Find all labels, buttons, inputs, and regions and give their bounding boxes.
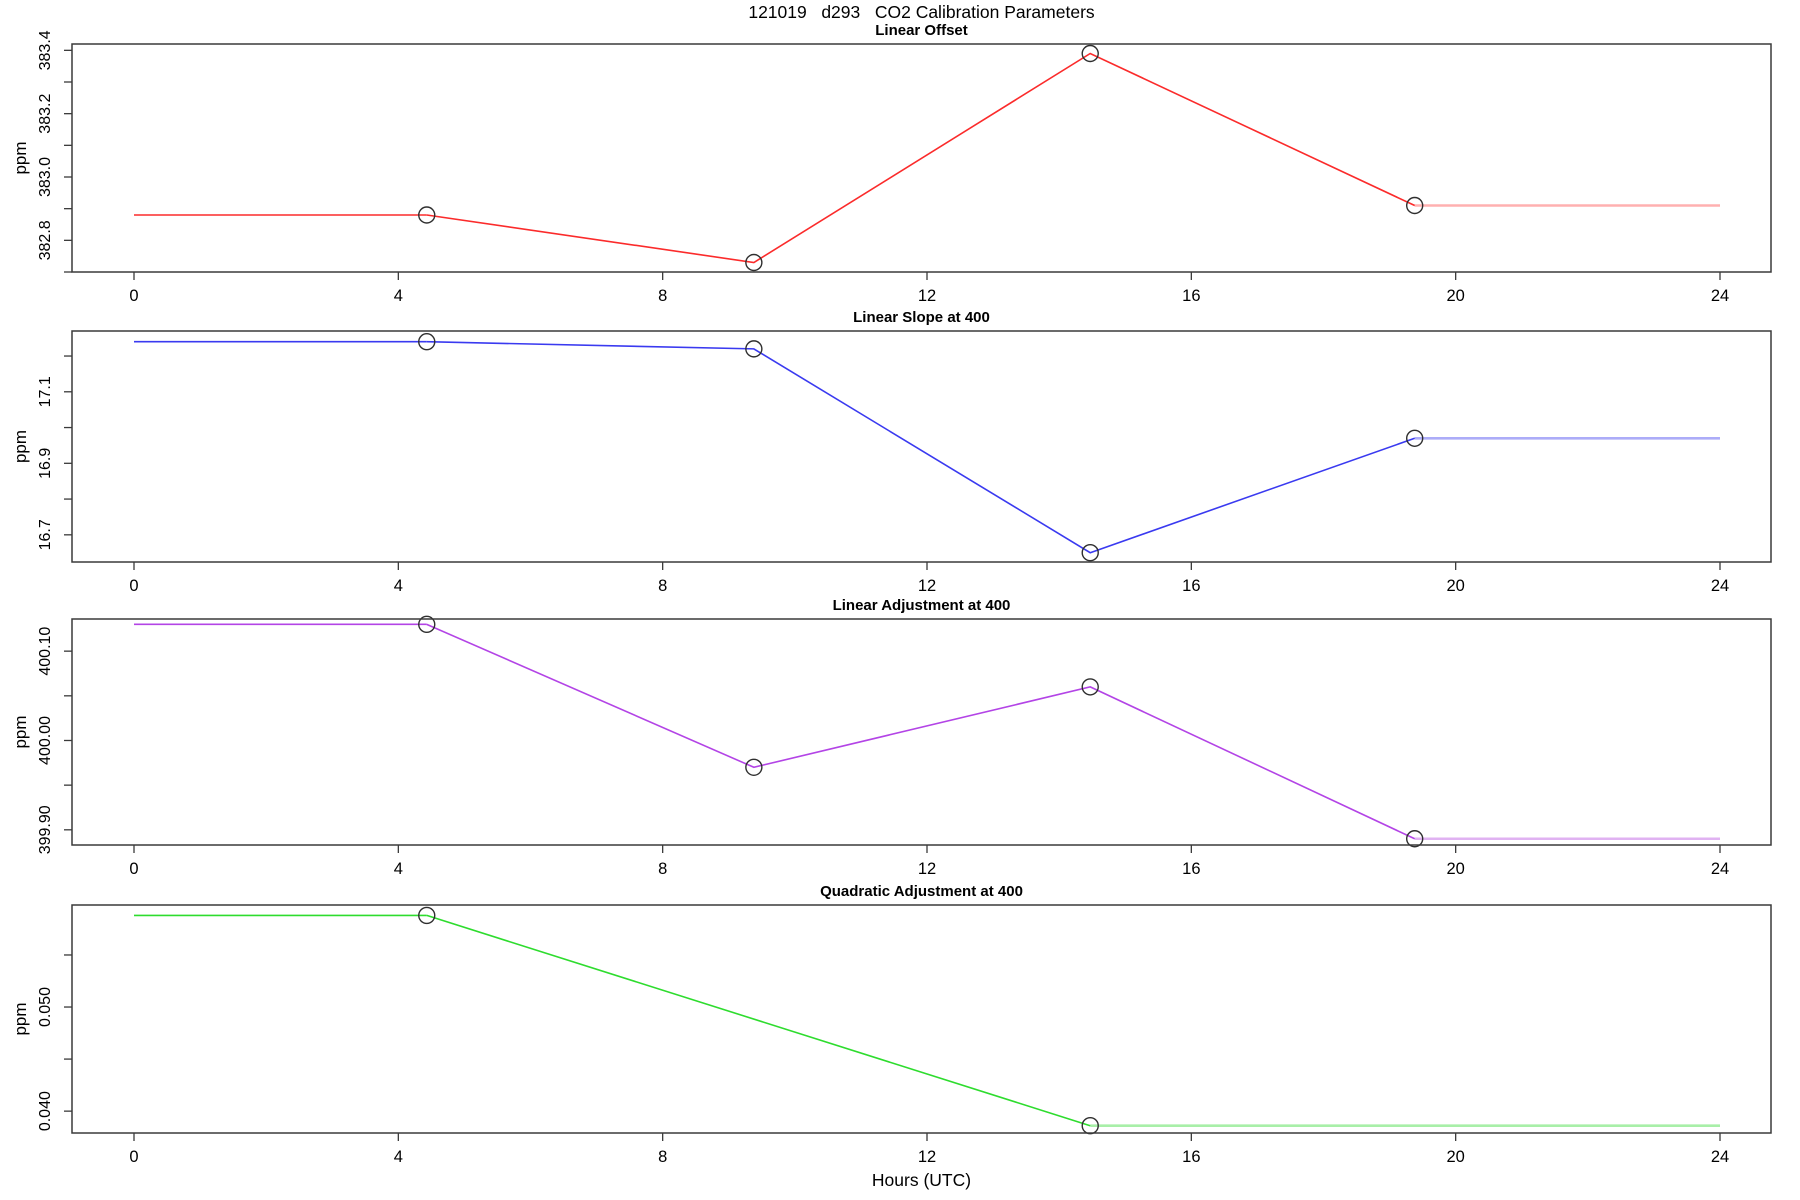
x-tick-label: 20 — [1446, 577, 1464, 595]
chart-panel-1: Linear Offset 383.4 383.2 383.0 382.8 ppm 0 4 8 1… — [11, 22, 1772, 305]
y-tick-label: 382.8 — [37, 220, 54, 260]
x-tick-label: 4 — [394, 860, 403, 878]
panel-title: Quadratic Adjustment at 400 — [820, 883, 1023, 900]
series-line — [426, 623, 1416, 840]
x-tick-label: 24 — [1711, 287, 1729, 305]
data-point-marker — [418, 206, 436, 224]
x-tick-label: 0 — [129, 577, 138, 595]
data-point-marker — [745, 758, 763, 776]
y-tick-label: 383.4 — [37, 30, 54, 70]
series-line — [426, 52, 1416, 264]
panel-box — [71, 904, 1772, 1134]
x-tick-label: 12 — [918, 1148, 936, 1166]
data-point-marker — [1405, 196, 1424, 215]
series-line — [426, 340, 1415, 554]
x-tick-label: 24 — [1711, 577, 1729, 595]
x-tick-label: 4 — [394, 577, 403, 595]
y-tick-label: 0.050 — [37, 987, 54, 1027]
main-title: 121019 d293 CO2 Calibration Parameters — [748, 2, 1095, 22]
x-tick-label: 20 — [1446, 860, 1464, 878]
x-tick-label: 16 — [1182, 1148, 1200, 1166]
panel-title: Linear Adjustment at 400 — [833, 597, 1011, 614]
x-tick-label: 16 — [1182, 577, 1200, 595]
series-line — [426, 914, 1091, 1127]
x-tick-label: 16 — [1182, 287, 1200, 305]
panel-title: Linear Offset — [875, 22, 968, 39]
x-tick-label: 4 — [394, 287, 403, 305]
data-point-marker — [1081, 678, 1099, 696]
y-tick-label: 400.00 — [37, 716, 54, 765]
x-tick-label: 12 — [918, 577, 936, 595]
x-tick-label: 24 — [1711, 1148, 1729, 1166]
y-axis-label-ppm: ppm — [11, 141, 30, 174]
panel-box — [71, 43, 1772, 273]
y-tick-label: 399.90 — [37, 805, 54, 854]
y-tick-label: 16.9 — [37, 448, 54, 479]
x-tick-label: 8 — [658, 1148, 667, 1166]
y-axis-label-ppm: ppm — [11, 715, 30, 748]
x-tick-label: 0 — [129, 1148, 138, 1166]
panel-box — [71, 618, 1772, 846]
data-point-marker — [745, 253, 763, 272]
chart-panel-2: Linear Slope at 400 17.1 16.9 16.7 ppm 0 4 8 12 1… — [11, 309, 1772, 595]
x-tick-label: 20 — [1446, 1148, 1464, 1166]
data-point-marker — [1081, 44, 1099, 63]
x-tick-label: 8 — [658, 860, 667, 878]
data-point-marker — [745, 340, 763, 358]
x-axis-title: Hours (UTC) — [871, 1170, 972, 1190]
y-tick-label: 383.0 — [37, 157, 54, 197]
x-tick-label: 0 — [129, 860, 138, 878]
x-tick-label: 8 — [658, 577, 667, 595]
y-axis-label-ppm: ppm — [11, 1002, 30, 1035]
x-tick-label: 16 — [1182, 860, 1200, 878]
data-point-marker — [418, 333, 436, 351]
y-tick-label: 16.7 — [37, 519, 54, 550]
data-point-marker — [1405, 429, 1424, 447]
x-tick-label: 20 — [1446, 287, 1464, 305]
y-tick-label: 0.040 — [37, 1091, 54, 1131]
y-tick-label: 383.2 — [37, 94, 54, 134]
data-point-marker — [418, 906, 436, 925]
data-point-marker — [1405, 830, 1424, 848]
data-point-marker — [1081, 544, 1099, 562]
chart-panel-4: Quadratic Adjustment at 400 0.050 0.040 ppm… — [11, 883, 1772, 1166]
y-tick-label: 17.1 — [37, 376, 54, 407]
x-tick-label: 0 — [129, 287, 138, 305]
panel-title: Linear Slope at 400 — [853, 309, 990, 326]
x-tick-label: 24 — [1711, 860, 1729, 878]
x-tick-label: 8 — [658, 287, 667, 305]
x-tick-label: 4 — [394, 1148, 403, 1166]
y-axis-label-ppm: ppm — [11, 430, 30, 463]
x-tick-label: 12 — [918, 287, 936, 305]
panel-box — [71, 330, 1772, 563]
y-tick-label: 400.10 — [37, 627, 54, 676]
x-tick-label: 12 — [918, 860, 936, 878]
data-point-marker — [418, 615, 436, 634]
chart-panel-3: Linear Adjustment at 400 400.10 400.00 399.… — [11, 597, 1772, 878]
